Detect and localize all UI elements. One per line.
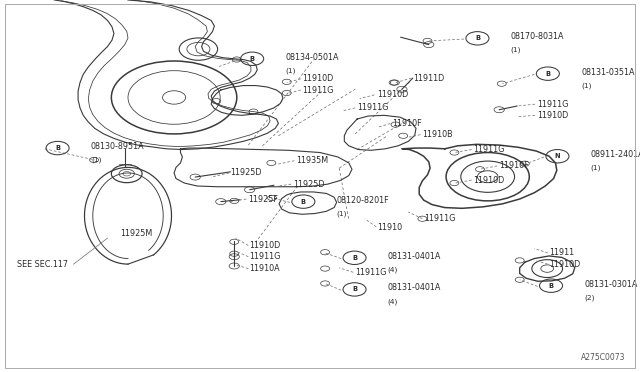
Text: 11910F: 11910F xyxy=(499,161,529,170)
Text: 11910D: 11910D xyxy=(302,74,333,83)
Text: 08170-8031A: 08170-8031A xyxy=(511,32,564,41)
Text: 08131-0301A: 08131-0301A xyxy=(584,280,637,289)
Text: (1): (1) xyxy=(91,157,101,163)
Text: 11910D: 11910D xyxy=(538,111,569,120)
Text: B: B xyxy=(250,56,255,62)
Text: (4): (4) xyxy=(388,298,398,305)
Text: 11911D: 11911D xyxy=(413,74,444,83)
Text: 08131-0401A: 08131-0401A xyxy=(388,252,441,261)
Text: 11910: 11910 xyxy=(378,223,403,232)
Text: B: B xyxy=(55,145,60,151)
Text: 11910D: 11910D xyxy=(378,90,409,99)
Text: 11911G: 11911G xyxy=(302,86,333,94)
Text: 11910B: 11910B xyxy=(422,130,453,139)
Text: 11911G: 11911G xyxy=(250,252,281,261)
Text: (4): (4) xyxy=(388,266,398,273)
Text: 08120-8201F: 08120-8201F xyxy=(337,196,389,205)
Text: 11910D: 11910D xyxy=(549,260,580,269)
Text: N: N xyxy=(555,153,560,159)
Text: 11925F: 11925F xyxy=(248,195,278,203)
Text: 11910D: 11910D xyxy=(474,176,505,185)
Text: (1): (1) xyxy=(337,210,347,217)
Text: 08130-8951A: 08130-8951A xyxy=(91,142,145,151)
Text: 11925M: 11925M xyxy=(120,229,152,238)
Text: (1): (1) xyxy=(511,47,521,54)
Text: 08131-0401A: 08131-0401A xyxy=(388,283,441,292)
Text: 11910A: 11910A xyxy=(250,264,280,273)
Text: B: B xyxy=(352,255,357,261)
Text: 11911G: 11911G xyxy=(474,145,505,154)
Text: B: B xyxy=(352,286,357,292)
Text: B: B xyxy=(545,71,550,77)
Text: (2): (2) xyxy=(584,294,595,301)
Text: SEE SEC.117: SEE SEC.117 xyxy=(17,260,68,269)
Text: 11935M: 11935M xyxy=(296,156,328,165)
Text: 11911G: 11911G xyxy=(538,100,569,109)
Text: 08134-0501A: 08134-0501A xyxy=(285,53,339,62)
Text: B: B xyxy=(301,199,306,205)
Text: (1): (1) xyxy=(581,82,591,89)
Text: B: B xyxy=(475,35,480,41)
Text: 11911: 11911 xyxy=(549,248,574,257)
Text: (1): (1) xyxy=(285,67,296,74)
Text: 11911G: 11911G xyxy=(355,268,387,277)
Text: 11910D: 11910D xyxy=(250,241,281,250)
Text: 11911G: 11911G xyxy=(424,214,456,223)
Text: A275C0073: A275C0073 xyxy=(581,353,626,362)
Text: B: B xyxy=(548,283,554,289)
Text: (1): (1) xyxy=(591,165,601,171)
Text: 11910F: 11910F xyxy=(392,119,422,128)
Text: 11925D: 11925D xyxy=(230,169,262,177)
Text: 11925D: 11925D xyxy=(293,180,324,189)
Text: 08911-2401A: 08911-2401A xyxy=(591,150,640,159)
Text: 08131-0351A: 08131-0351A xyxy=(581,68,635,77)
Text: 11911G: 11911G xyxy=(357,103,388,112)
